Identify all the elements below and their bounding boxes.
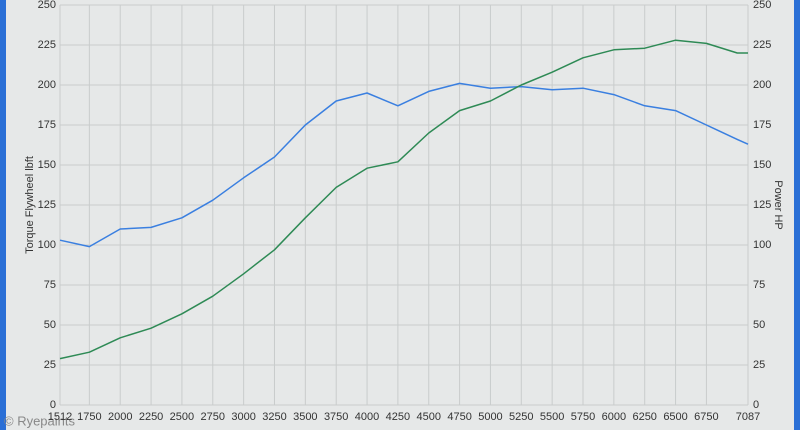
y2-tick-label: 25	[753, 359, 765, 371]
x-tick-label: 4000	[355, 411, 379, 423]
y-axis-label: Torque Flywheel lbft	[24, 156, 36, 254]
y-tick-label: 200	[38, 79, 56, 91]
y2-tick-label: 200	[753, 79, 771, 91]
x-tick-label: 6750	[694, 411, 718, 423]
y-tick-label: 75	[44, 279, 56, 291]
y-tick-label: 0	[50, 399, 56, 411]
x-tick-label: 4250	[386, 411, 410, 423]
x-tick-label: 4500	[417, 411, 441, 423]
line-series	[59, 82, 749, 248]
x-tick-label: 2500	[170, 411, 194, 423]
y2-tick-label: 150	[753, 159, 771, 171]
x-tick-label: 1750	[77, 411, 101, 423]
x-tick-label: 5750	[571, 411, 595, 423]
y2-tick-label: 0	[753, 399, 759, 411]
y-tick-label: 250	[38, 0, 56, 11]
x-tick-label: 6500	[663, 411, 687, 423]
x-tick-label: 2000	[108, 411, 132, 423]
x-tick-label: 3750	[324, 411, 348, 423]
y2-tick-label: 100	[753, 239, 771, 251]
y2-tick-label: 50	[753, 319, 765, 331]
x-tick-label: 6250	[632, 411, 656, 423]
edge-bar	[0, 0, 6, 430]
y2-tick-label: 250	[753, 0, 771, 11]
y2-tick-label: 75	[753, 279, 765, 291]
y-tick-label: 175	[38, 119, 56, 131]
y-tick-label: 150	[38, 159, 56, 171]
y-tick-label: 125	[38, 199, 56, 211]
x-tick-label: 4750	[447, 411, 471, 423]
x-tick-label: 5500	[540, 411, 564, 423]
x-tick-label: 5250	[509, 411, 533, 423]
x-tick-label: 3250	[262, 411, 286, 423]
x-tick-label: 5000	[478, 411, 502, 423]
y2-tick-label: 225	[753, 39, 771, 51]
watermark: © Ryepaints	[4, 413, 75, 428]
y-tick-label: 225	[38, 39, 56, 51]
edge-bar	[794, 0, 800, 430]
x-tick-label: 2250	[139, 411, 163, 423]
x-tick-label: 1512	[48, 411, 72, 423]
line-series	[59, 39, 748, 360]
y-tick-label: 100	[38, 239, 56, 251]
x-tick-label: 2750	[201, 411, 225, 423]
y2-tick-label: 125	[753, 199, 771, 211]
y2-axis-label: Power HP	[772, 180, 784, 230]
x-tick-label: 3500	[293, 411, 317, 423]
x-tick-label: 6000	[602, 411, 626, 423]
x-tick-label: 3000	[231, 411, 255, 423]
x-tick-label: 7087	[736, 411, 760, 423]
y-tick-label: 25	[44, 359, 56, 371]
y-tick-label: 50	[44, 319, 56, 331]
y2-tick-label: 175	[753, 119, 771, 131]
